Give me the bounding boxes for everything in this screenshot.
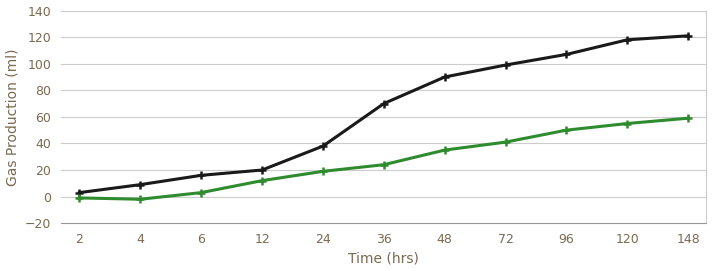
X-axis label: Time (hrs): Time (hrs) [348,251,419,265]
Y-axis label: Gas Production (ml): Gas Production (ml) [6,48,19,186]
